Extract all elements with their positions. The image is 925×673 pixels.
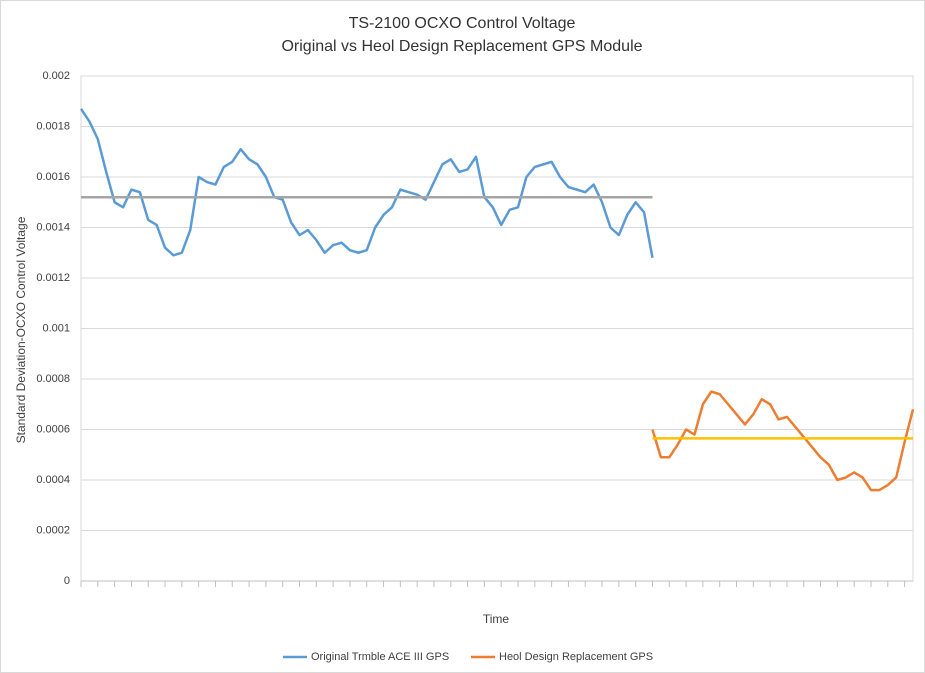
y-tick-label: 0.0014 xyxy=(36,221,70,233)
y-tick-label: 0.0008 xyxy=(36,373,70,385)
y-axis-label: Standard Deviation-OCXO Control Voltage xyxy=(14,216,28,443)
y-tick-label: 0 xyxy=(64,575,70,587)
x-axis-label: Time xyxy=(483,612,510,626)
chart-subtitle: Original vs Heol Design Replacement GPS … xyxy=(281,38,642,55)
y-tick-label: 0.0004 xyxy=(36,474,70,486)
series-line xyxy=(79,108,654,259)
legend-label: Original Trmble ACE III GPS xyxy=(311,651,449,663)
series-line xyxy=(651,390,915,492)
y-tick-label: 0.001 xyxy=(42,322,70,334)
y-tick-label: 0.0016 xyxy=(36,171,70,183)
y-tick-label: 0.0012 xyxy=(36,272,70,284)
legend-label: Heol Design Replacement GPS xyxy=(499,651,653,663)
y-tick-label: 0.0018 xyxy=(36,120,70,132)
chart-title: TS-2100 OCXO Control Voltage xyxy=(349,15,576,32)
y-tick-label: 0.0002 xyxy=(36,524,70,536)
y-tick-label: 0.0006 xyxy=(36,423,70,435)
y-tick-label: 0.002 xyxy=(42,70,70,82)
